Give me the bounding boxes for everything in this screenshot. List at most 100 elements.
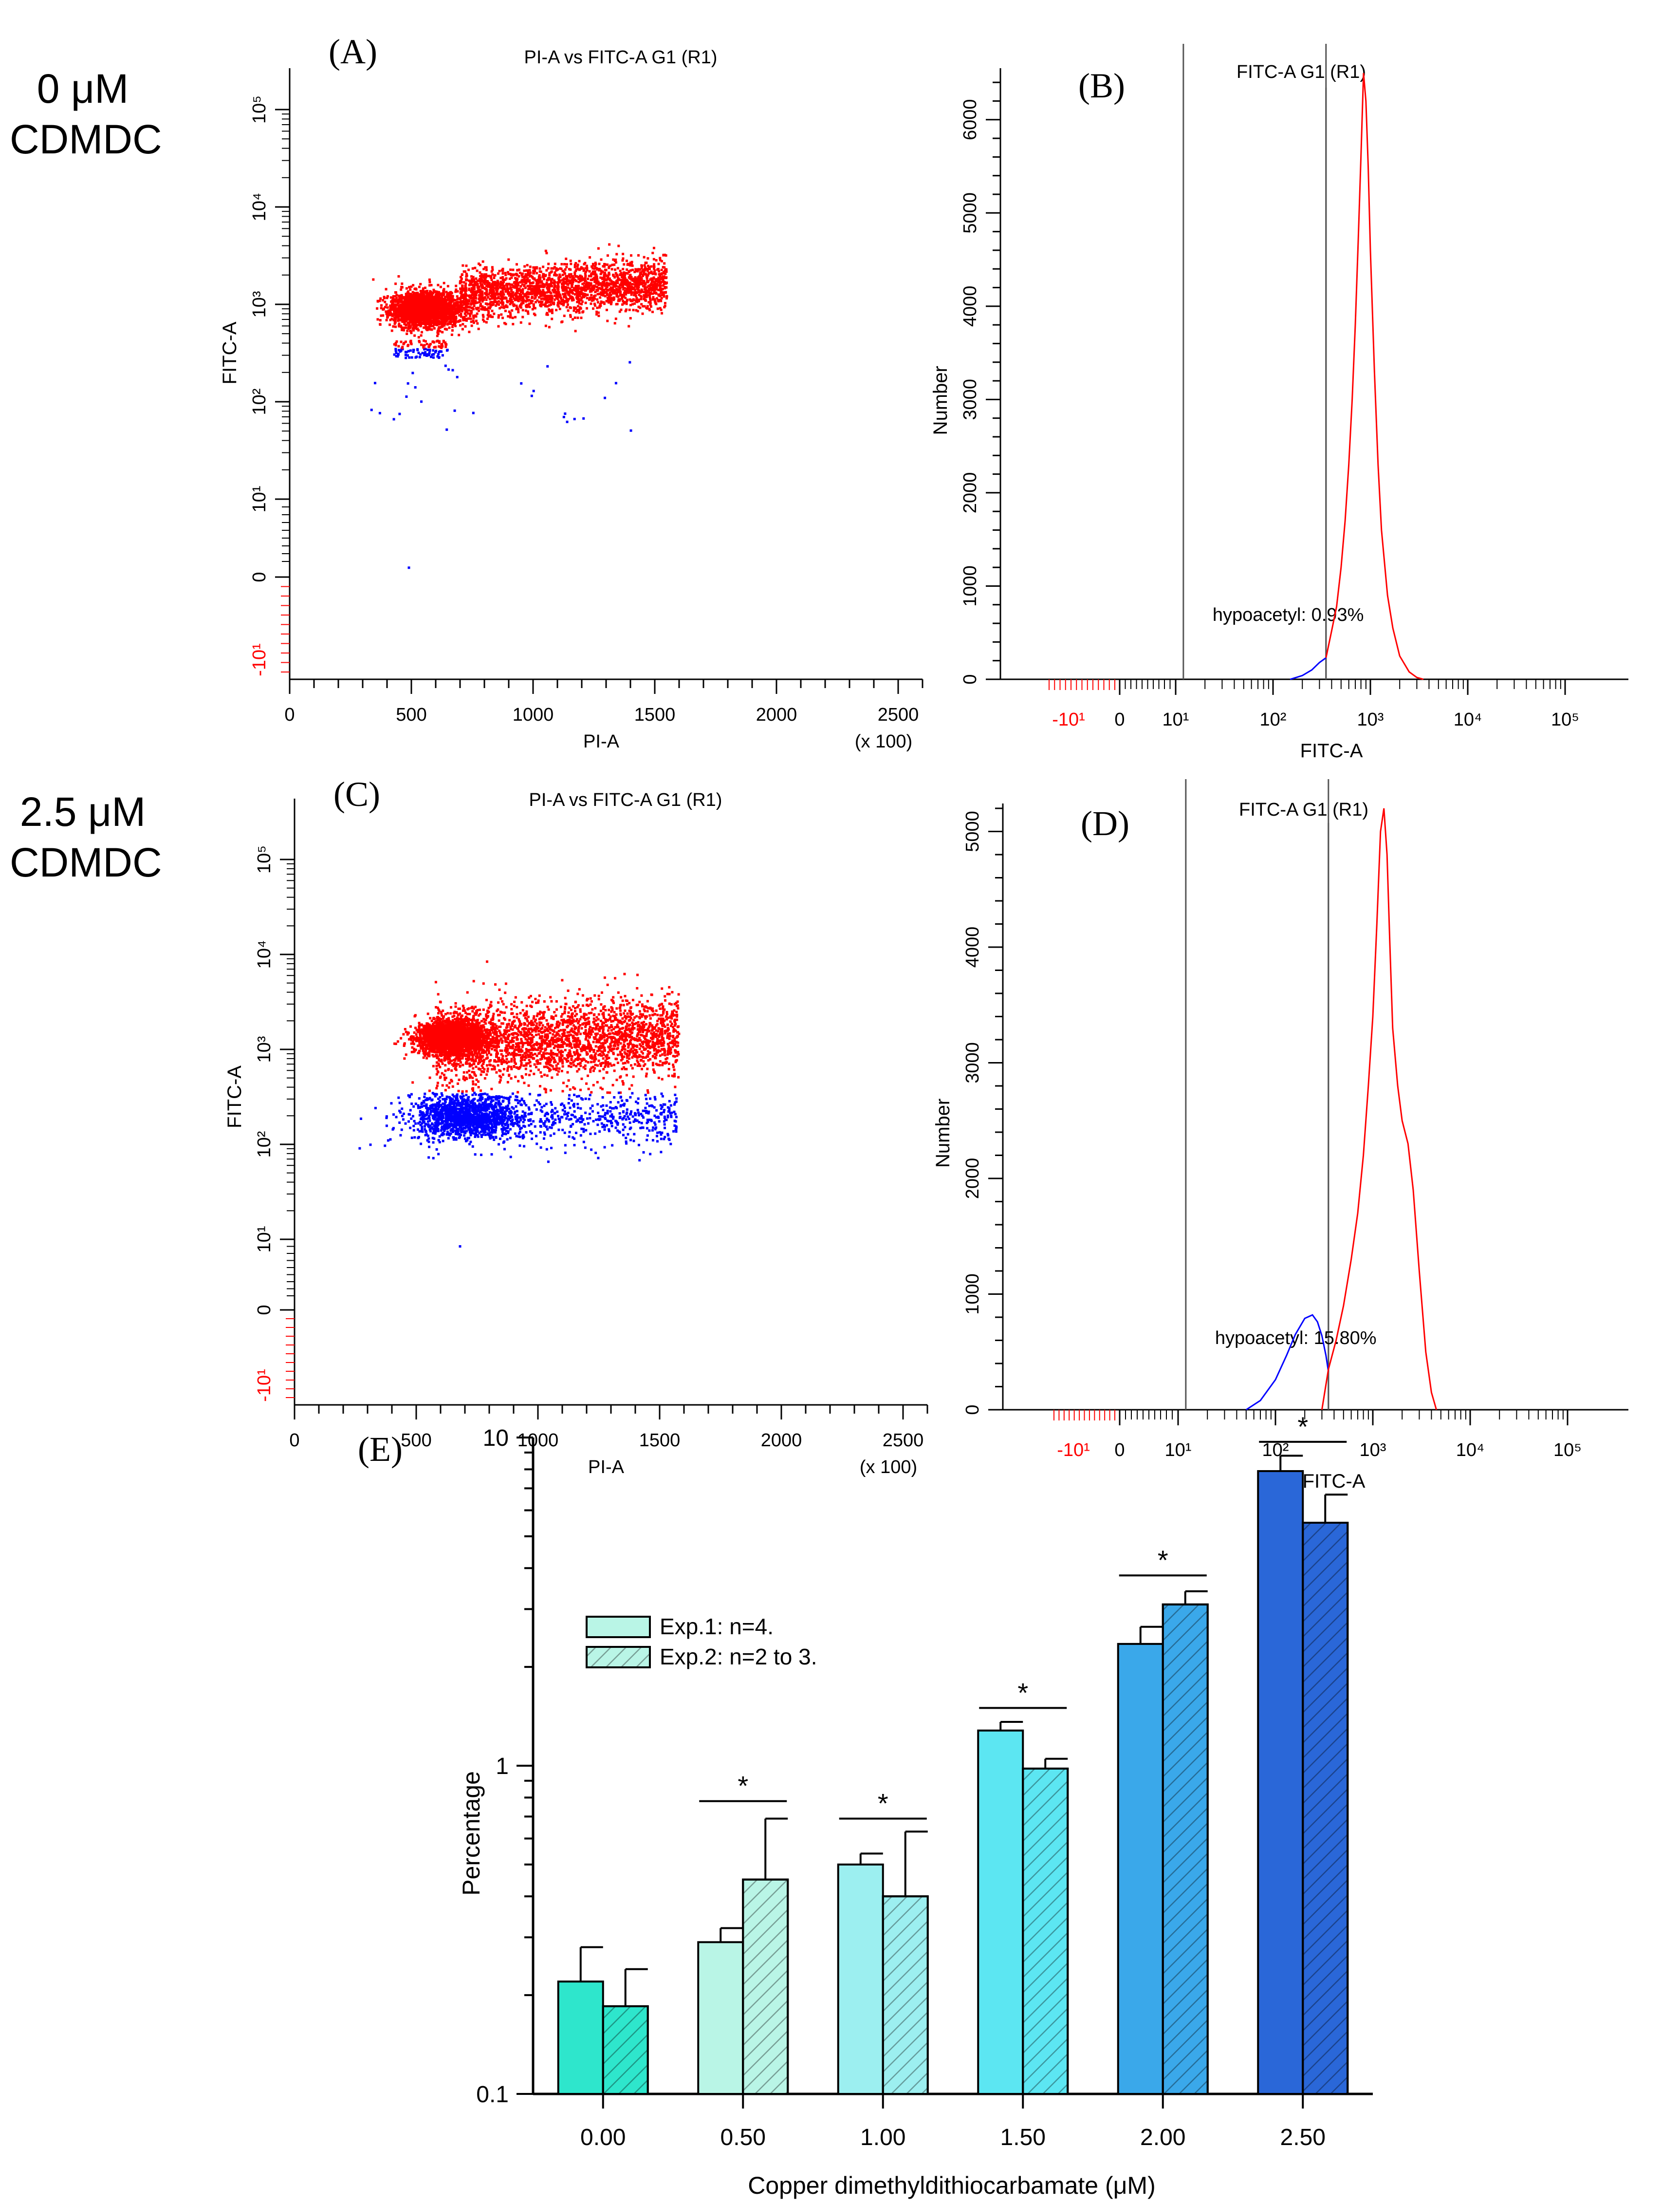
scatter-point (441, 320, 443, 323)
scatter-point (551, 278, 554, 280)
scatter-point (389, 296, 392, 299)
scatter-point (594, 291, 597, 294)
scatter-point (520, 272, 523, 275)
scatter-point (418, 355, 421, 358)
scatter-point (594, 262, 597, 265)
scatter-point (453, 307, 456, 310)
scatter-point (425, 343, 428, 346)
scatter-point (577, 305, 580, 308)
scatter-point (398, 297, 401, 300)
scatter-point (471, 293, 474, 296)
scatter-point (413, 297, 416, 299)
scatter-point (423, 305, 425, 308)
scatter-point (397, 301, 400, 304)
scatter-point (472, 317, 475, 319)
scatter-point (385, 318, 388, 321)
scatter-point (524, 299, 527, 302)
scatter-point (523, 269, 526, 272)
scatter-point (647, 272, 650, 275)
scatter-point (481, 314, 484, 317)
scatter-point (511, 283, 514, 286)
scatter-point (393, 317, 396, 320)
scatter-point (602, 288, 605, 291)
scatter-point (410, 332, 413, 335)
scatter-point (436, 296, 439, 299)
scatter-point (443, 298, 445, 300)
scatter-point (418, 321, 421, 324)
scatter-point (484, 266, 487, 269)
scatter-point (664, 301, 666, 304)
scatter-point (447, 305, 450, 308)
scatter-point (437, 319, 440, 322)
scatter-point (558, 295, 561, 298)
scatter-point (645, 267, 648, 270)
scatter-point (557, 285, 560, 288)
scatter-point (623, 292, 626, 295)
scatter-point (447, 322, 450, 325)
scatter-point (635, 280, 638, 283)
scatter-point (408, 326, 411, 329)
scatter-point (562, 280, 565, 283)
scatter-point (485, 268, 488, 271)
scatter-point (461, 309, 464, 312)
scatter-point (491, 266, 494, 269)
scatter-point (636, 310, 639, 313)
x-tick-label: 0 (284, 705, 295, 725)
scatter-point (417, 320, 420, 323)
scatter-point (495, 284, 498, 287)
scatter-point (432, 317, 435, 320)
scatter-point (611, 263, 614, 266)
scatter-point (432, 325, 435, 328)
scatter-point (579, 274, 582, 277)
scatter-point (661, 294, 664, 297)
scatter-point (549, 309, 552, 312)
scatter-point (606, 254, 609, 257)
scatter-point (388, 323, 391, 326)
scatter-point (538, 267, 541, 270)
scatter-point (482, 296, 485, 299)
scatter-point (554, 280, 556, 283)
scatter-point (655, 302, 658, 305)
scatter-point (487, 306, 490, 309)
scatter-point (619, 298, 622, 301)
scatter-point (410, 320, 413, 323)
scatter-point (394, 291, 397, 294)
scatter-point (423, 298, 425, 301)
scatter-point (424, 323, 427, 326)
scatter-point (454, 299, 457, 302)
scatter-point (406, 329, 409, 332)
scatter-point (385, 288, 388, 291)
scatter-point (419, 315, 422, 317)
scatter-point (590, 283, 592, 286)
scatter-point (569, 260, 572, 262)
scatter-point (518, 293, 521, 296)
scatter-point (486, 317, 489, 320)
scatter-point (630, 263, 633, 266)
scatter-point (558, 307, 561, 310)
scatter-point (385, 303, 388, 306)
scatter-point (609, 264, 612, 267)
scatter-point (484, 296, 487, 299)
scatter-point (547, 262, 550, 265)
scatter-point (468, 283, 471, 286)
scatter-point (459, 319, 462, 322)
scatter-point (525, 269, 528, 272)
scatter-point (428, 313, 431, 316)
scatter-point (396, 313, 399, 316)
scatter-point (576, 317, 579, 319)
scatter-point (384, 306, 387, 309)
scatter-point (395, 297, 398, 299)
scatter-point (648, 295, 651, 298)
scatter-point (585, 264, 588, 267)
scatter-point (544, 249, 547, 252)
scatter-point (530, 301, 533, 304)
scatter-point (575, 275, 578, 278)
scatter-point (582, 288, 585, 291)
scatter-point (663, 280, 666, 283)
scatter-point (428, 299, 431, 301)
scatter-point (470, 324, 473, 327)
scatter-point (612, 274, 615, 277)
scatter-point (533, 313, 535, 316)
scatter-point (545, 291, 548, 294)
scatter-point (605, 269, 608, 272)
